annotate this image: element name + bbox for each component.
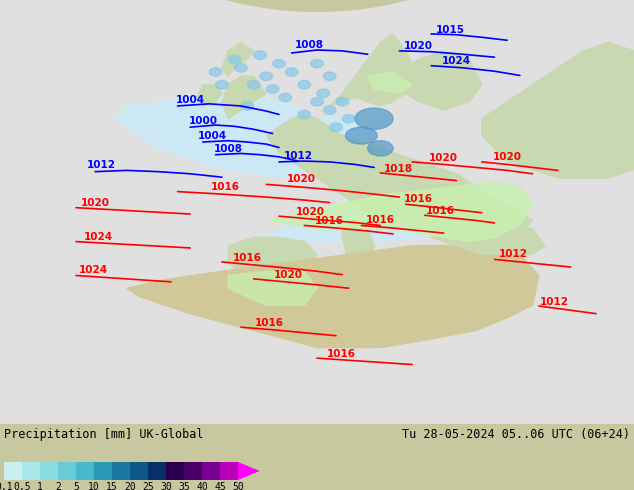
Bar: [184, 462, 202, 480]
Text: 1012: 1012: [87, 160, 116, 171]
Text: 1024: 1024: [442, 56, 471, 67]
Circle shape: [330, 123, 342, 131]
Text: 1008: 1008: [214, 144, 243, 154]
Ellipse shape: [355, 108, 393, 129]
Text: 20: 20: [124, 482, 136, 490]
Text: 45: 45: [214, 482, 226, 490]
Text: 1012: 1012: [283, 151, 313, 161]
Polygon shape: [266, 182, 533, 242]
Circle shape: [247, 80, 260, 89]
Polygon shape: [482, 43, 634, 178]
Text: 1020: 1020: [274, 270, 303, 280]
Circle shape: [317, 89, 330, 98]
Circle shape: [254, 51, 266, 59]
Text: 1016: 1016: [366, 216, 395, 225]
Text: 30: 30: [160, 482, 172, 490]
Text: 5: 5: [73, 482, 79, 490]
Bar: [166, 462, 184, 480]
Text: 1000: 1000: [188, 116, 217, 126]
Circle shape: [285, 68, 298, 76]
Circle shape: [298, 110, 311, 119]
Text: 1020: 1020: [429, 153, 458, 163]
Text: 1020: 1020: [493, 152, 522, 162]
Text: 1: 1: [37, 482, 43, 490]
Text: Tu 28-05-2024 05..06 UTC (06+24): Tu 28-05-2024 05..06 UTC (06+24): [402, 428, 630, 441]
Text: Precipitation [mm] UK-Global: Precipitation [mm] UK-Global: [4, 428, 204, 441]
Circle shape: [235, 64, 247, 72]
Circle shape: [241, 102, 254, 110]
Bar: [76, 462, 94, 480]
Text: 1020: 1020: [404, 41, 433, 51]
Ellipse shape: [346, 127, 377, 144]
Polygon shape: [127, 246, 539, 347]
Polygon shape: [266, 215, 456, 242]
Text: 25: 25: [142, 482, 154, 490]
Bar: [58, 462, 76, 480]
Text: 1016: 1016: [315, 216, 344, 226]
Text: 10: 10: [88, 482, 100, 490]
Polygon shape: [304, 115, 368, 148]
Text: 40: 40: [196, 482, 208, 490]
Text: 0.5: 0.5: [13, 482, 31, 490]
Circle shape: [298, 80, 311, 89]
Text: 0.1: 0.1: [0, 482, 13, 490]
Circle shape: [228, 55, 241, 64]
Bar: [130, 462, 148, 480]
Text: 1012: 1012: [499, 249, 528, 259]
Circle shape: [336, 98, 349, 106]
Polygon shape: [266, 115, 533, 246]
Bar: [4, 462, 22, 480]
Polygon shape: [222, 43, 254, 76]
Text: 1020: 1020: [296, 207, 325, 217]
Ellipse shape: [368, 141, 393, 156]
Polygon shape: [393, 51, 482, 110]
Polygon shape: [431, 220, 545, 254]
Text: 1016: 1016: [210, 182, 240, 193]
Circle shape: [311, 59, 323, 68]
Circle shape: [323, 106, 336, 115]
Text: 2: 2: [55, 482, 61, 490]
Circle shape: [273, 59, 285, 68]
Text: 1016: 1016: [426, 206, 455, 216]
Text: 1020: 1020: [287, 174, 316, 184]
Bar: [148, 462, 166, 480]
Polygon shape: [238, 462, 259, 480]
Bar: [220, 462, 238, 480]
Polygon shape: [342, 220, 374, 271]
Text: 1004: 1004: [176, 95, 205, 104]
Text: 1024: 1024: [84, 231, 113, 242]
Text: 1012: 1012: [540, 297, 569, 307]
Text: 35: 35: [178, 482, 190, 490]
Circle shape: [209, 68, 222, 76]
Circle shape: [323, 72, 336, 80]
Bar: [40, 462, 58, 480]
Polygon shape: [330, 34, 418, 106]
Text: 1008: 1008: [295, 40, 324, 49]
Circle shape: [311, 98, 323, 106]
Text: 1020: 1020: [81, 197, 110, 208]
Bar: [202, 462, 220, 480]
Text: 1016: 1016: [404, 194, 433, 204]
Circle shape: [342, 115, 355, 123]
Polygon shape: [469, 199, 533, 209]
Polygon shape: [114, 93, 330, 178]
Text: 1018: 1018: [384, 164, 413, 173]
Text: 50: 50: [232, 482, 244, 490]
Polygon shape: [228, 271, 317, 305]
Polygon shape: [222, 76, 266, 119]
Polygon shape: [368, 72, 412, 93]
Circle shape: [266, 85, 279, 93]
Text: 1024: 1024: [79, 266, 108, 275]
Text: 1015: 1015: [436, 24, 465, 35]
Bar: [94, 462, 112, 480]
Text: 1016: 1016: [233, 253, 262, 263]
Circle shape: [260, 72, 273, 80]
Bar: [112, 462, 130, 480]
Polygon shape: [228, 237, 317, 288]
Text: 1004: 1004: [198, 131, 227, 142]
Circle shape: [279, 93, 292, 102]
Text: 1016: 1016: [255, 318, 284, 328]
Polygon shape: [197, 85, 222, 106]
Text: 15: 15: [106, 482, 118, 490]
